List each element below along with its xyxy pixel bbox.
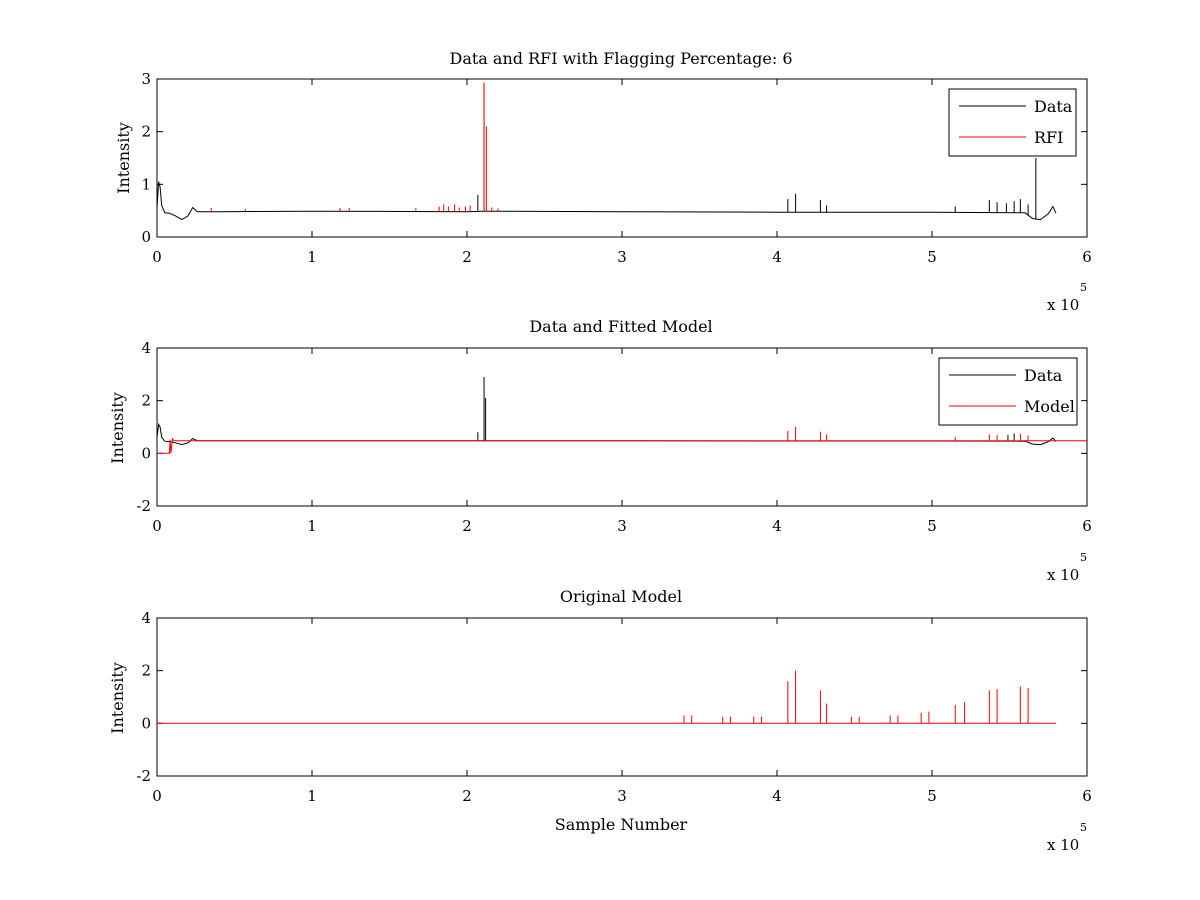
x-tick-label: 2 [462,517,472,535]
series-line [156,181,1057,221]
y-tick-label: 2 [141,392,151,410]
legend-label: Model [1024,397,1075,416]
y-tick-label: -2 [136,497,151,515]
chart-panel-3: Original Model Intensity Sample Number x… [108,587,1092,854]
series-line [156,422,1057,446]
y-axis-label: Intensity [108,392,127,464]
y-axis-label: Intensity [108,662,127,734]
y-tick-label: 2 [141,662,151,680]
series-model-0 [157,670,1056,724]
x-tick-label: 6 [1082,517,1092,535]
x-tick-label: 1 [307,517,317,535]
x-tick-label: 1 [307,787,317,805]
y-tick-label: 4 [141,609,151,627]
legend-box [938,357,1078,426]
legend-box [948,88,1077,157]
plot-area-frame [156,617,1088,777]
legend-label: Data [1034,97,1073,116]
x-tick-label: 6 [1082,787,1092,805]
x-tick-label: 3 [617,248,627,266]
x-tick-label: 4 [772,248,782,266]
chart-title: Data and RFI with Flagging Percentage: 6 [449,49,792,68]
series-data [156,376,1057,446]
y-tick-label: 1 [141,175,151,193]
x-tick-label: 1 [307,248,317,266]
x-tick-label: 6 [1082,248,1092,266]
x-multiplier: x 10 [1047,296,1079,314]
x-multiplier-exponent: 5 [1080,821,1087,834]
y-tick-label: 0 [141,228,151,246]
x-tick-label: 5 [927,248,937,266]
series-model [157,427,1087,454]
series-data [156,84,1057,221]
series-rfi [210,82,499,212]
y-tick-label: 3 [141,70,151,88]
x-tick-label: 4 [772,787,782,805]
legend-label: RFI [1034,128,1063,147]
y-tick-label: 2 [141,123,151,141]
series-line [157,437,1087,454]
x-axis-label: Sample Number [555,815,688,834]
chart-title: Data and Fitted Model [529,317,712,336]
legend: Data RFI [948,88,1077,157]
x-tick-label: 0 [152,517,162,535]
chart-panel-1: Data and RFI with Flagging Percentage: 6… [114,49,1092,314]
x-multiplier-exponent: 5 [1080,551,1087,564]
x-tick-label: 2 [462,787,472,805]
legend-label: Data [1024,366,1063,385]
chart-panel-2: Data and Fitted Model Intensity x 10 5 0… [108,317,1092,584]
y-tick-label: -2 [136,767,151,785]
x-tick-label: 0 [152,787,162,805]
x-tick-label: 5 [927,517,937,535]
y-tick-label: 4 [141,339,151,357]
plot-area-frame [156,78,1088,238]
y-axis-label: Intensity [114,122,133,194]
x-multiplier: x 10 [1047,566,1079,584]
chart-title: Original Model [560,587,682,606]
x-tick-label: 3 [617,517,627,535]
x-multiplier: x 10 [1047,836,1079,854]
x-tick-label: 2 [462,248,472,266]
x-tick-label: 3 [617,787,627,805]
x-tick-label: 0 [152,248,162,266]
x-tick-label: 5 [927,787,937,805]
legend: Data Model [938,357,1078,426]
x-multiplier-exponent: 5 [1080,281,1087,294]
x-tick-label: 4 [772,517,782,535]
y-tick-label: 0 [141,714,151,732]
y-tick-label: 0 [141,444,151,462]
